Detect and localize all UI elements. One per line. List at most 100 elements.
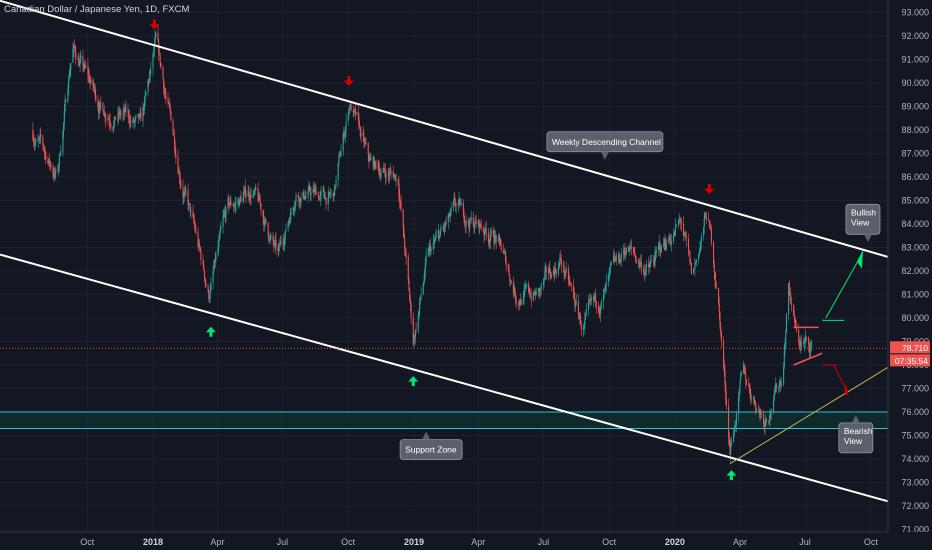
candle-body [414,329,416,339]
candle-body [619,259,621,263]
candle-body [457,201,459,206]
candle-body [380,172,382,177]
candle-body [293,207,295,210]
candle-body [129,121,131,124]
price-tick-label: 77.000 [901,384,929,394]
candle-body [344,135,346,137]
candle-body [98,107,100,114]
candle-body [252,195,254,198]
candle-body [137,113,139,116]
candle-body [150,68,152,70]
candle-body [113,116,115,125]
time-tick-label: 2018 [143,537,163,547]
candle-body [393,176,395,178]
time-tick-label: Apr [733,537,747,547]
candle-body [208,290,210,299]
arrow-down-icon [707,184,711,190]
candle-body [385,173,387,179]
candle-body [589,300,591,302]
candle-body [145,91,147,96]
candle-body [468,222,470,229]
price-tick-label: 72.000 [901,501,929,511]
candle-body [663,240,665,245]
candle-body [665,244,667,250]
candle-body [183,192,186,196]
candle-body [759,410,761,415]
arrow-down-icon [347,76,351,81]
candle-body [328,192,330,198]
candle-body [339,155,341,157]
candle-body [509,281,512,282]
candle-body [42,137,44,145]
countdown-tag [890,354,930,367]
candle-body [788,282,790,293]
candle-body [373,160,375,167]
candle-body [774,390,776,393]
candle-body [685,233,687,237]
arrow-down-icon [152,19,156,25]
candle-body [115,118,117,120]
price-tick-label: 85.000 [901,196,929,206]
candle-body [465,220,467,226]
candle-body [778,384,780,388]
candle-body [805,336,808,338]
candle-body [810,342,813,348]
candle-body [80,56,82,60]
candle-body [68,75,70,79]
candle-body [480,225,482,229]
candle-body [254,187,256,191]
candle-body [287,221,289,230]
candle-body [297,194,299,198]
candle-body [724,370,726,385]
candle-body [224,211,226,218]
candle-body [118,113,120,115]
candle-body [545,267,547,272]
candle-body [63,122,65,132]
candle-body [388,173,390,177]
candle-body [78,64,80,67]
time-tick-label: Jul [538,537,550,547]
candle-body [434,240,436,242]
candle-body [517,302,519,303]
candle-body [247,191,249,197]
candle-body [602,294,604,302]
candle-body [202,259,204,265]
candle-body [245,193,247,197]
candle-body [144,95,146,101]
candle-body [705,217,707,220]
candle-body [68,78,70,90]
candle-body [108,119,110,120]
price-axis[interactable]: 93.000 92.000 91.000 90.000 89.000 88.000 87.0… [887,0,932,550]
candle-body [164,93,166,97]
channel-lower-line [0,253,889,503]
candle-body [559,257,562,259]
candle-body [577,301,579,315]
candle-body [48,158,50,164]
candle-body [148,80,150,82]
arrow-up-icon [726,470,737,476]
candle-body [760,413,762,415]
candle-body [694,264,696,269]
candle-body [158,52,160,54]
candle-body [504,251,507,262]
candle-body [635,260,637,263]
candle-body [705,214,707,218]
time-axis[interactable]: Oct 2018 Apr Jul Oct 2019 Apr Jul Oct 2020 Apr Jul O… [0,531,932,550]
candle-body [304,196,306,200]
candle-body [583,324,585,329]
candle-body [203,264,205,271]
candle-body [210,282,212,291]
candle-body [369,160,371,162]
candle-body [38,137,40,140]
candle-body [527,283,529,289]
candle-body [414,337,416,339]
candle-body [493,236,495,244]
candle-body [94,86,96,96]
candle-body [64,100,66,112]
candle-body [268,239,271,241]
candle-body [404,249,406,253]
candle-body [558,263,560,268]
candle-body [330,194,332,195]
candle-body [665,242,667,250]
